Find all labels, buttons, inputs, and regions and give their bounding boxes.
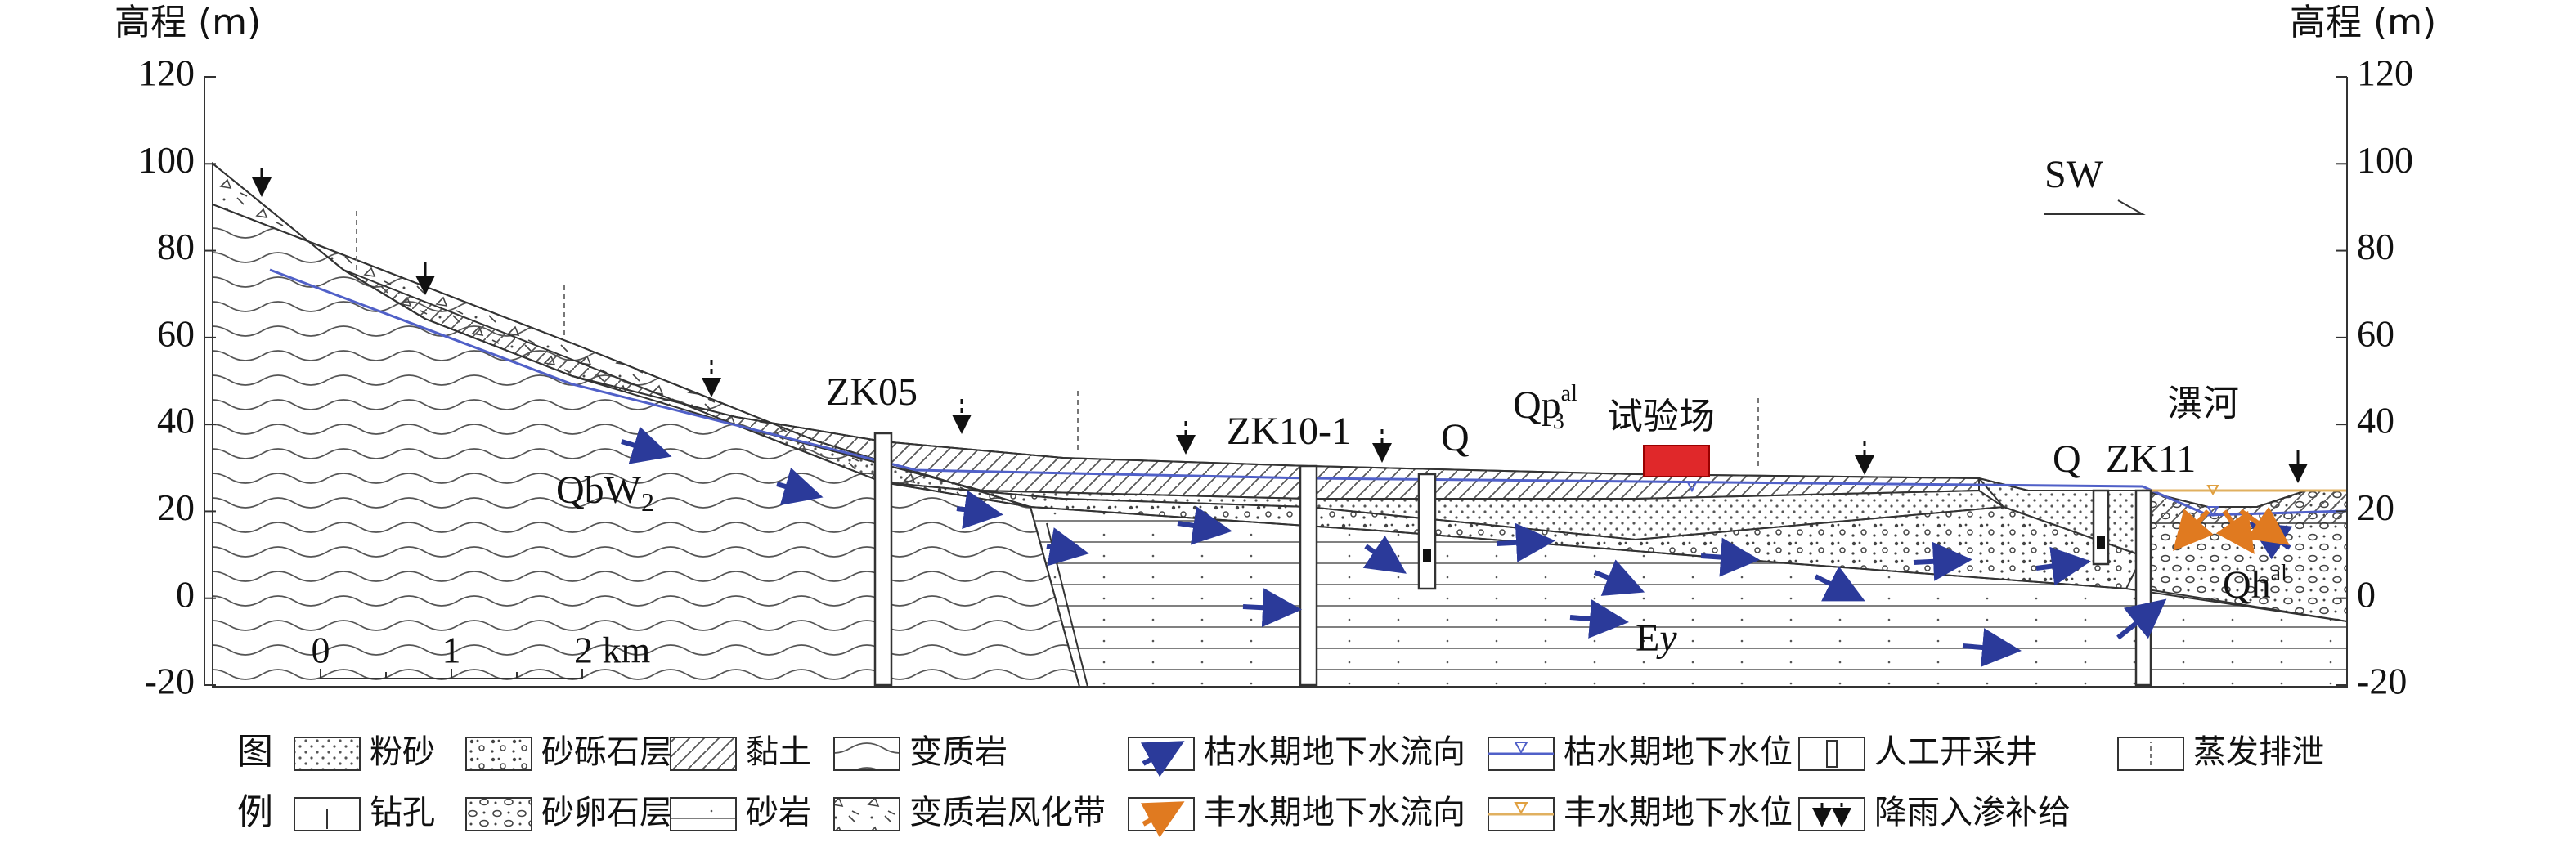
legend-label: 枯水期地下水位 xyxy=(1564,733,1793,771)
well-label: Q xyxy=(1441,416,1470,459)
legend-symbol xyxy=(1140,741,1185,778)
legend-swatch xyxy=(465,737,532,771)
scale-label: 2 km xyxy=(574,630,651,671)
tick-label: 40 xyxy=(2357,400,2394,441)
legend-title: 图 xyxy=(237,731,273,773)
legend-label: 丰水期地下水位 xyxy=(1564,794,1793,831)
tick-label: 80 xyxy=(2357,226,2394,267)
site-label: 试验场 xyxy=(1607,396,1715,437)
formation: QbW2 xyxy=(556,468,654,517)
legend-label: 砂岩 xyxy=(746,794,811,831)
tick-label: 120 xyxy=(2357,52,2413,94)
tick-label: 0 xyxy=(2357,573,2376,615)
legend-label: 丰水期地下水流向 xyxy=(1204,794,1465,831)
legend-swatch xyxy=(670,797,737,831)
tick-label: 0 xyxy=(176,573,195,615)
tick-label: 120 xyxy=(138,52,195,94)
legend-title: 例 xyxy=(237,791,273,833)
tick-label: 100 xyxy=(138,139,195,181)
legend-swatch xyxy=(833,737,900,771)
legend-label: 粉砂 xyxy=(370,733,435,771)
legend-swatch xyxy=(670,737,737,771)
river-label: 潩河 xyxy=(2167,383,2239,424)
borehole-label: ZK05 xyxy=(826,370,918,414)
formation: Ey xyxy=(1636,616,1677,660)
legend-swatch xyxy=(1798,797,1865,831)
tick-label: 60 xyxy=(157,312,195,354)
legend-label: 变质岩风化带 xyxy=(909,794,1106,831)
tick-label: -20 xyxy=(145,661,195,702)
legend-swatch xyxy=(833,797,900,831)
tick-label: -20 xyxy=(2357,661,2407,702)
legend-label: 蒸发排泄 xyxy=(2193,733,2324,771)
legend-label: 人工开采井 xyxy=(1874,733,2038,771)
borehole-label: ZK11 xyxy=(2106,437,2196,481)
formation: Qpal 3 xyxy=(1513,381,1577,434)
legend-symbol xyxy=(1140,801,1185,838)
tick-label: 100 xyxy=(2357,139,2413,181)
legend-swatch xyxy=(465,797,532,831)
legend-label: 变质岩 xyxy=(909,733,1008,771)
direction: SW xyxy=(2044,153,2104,196)
legend-label: 钻孔 xyxy=(370,794,435,831)
scale-label: 0 xyxy=(312,630,330,671)
axis-title: 高程 (m) xyxy=(114,2,261,43)
formation: Qhal xyxy=(2223,561,2287,607)
legend-symbol xyxy=(1514,742,1528,754)
well-label: Q xyxy=(2053,437,2081,481)
geology xyxy=(212,161,2348,688)
tick-label: 20 xyxy=(2357,486,2394,528)
tick-label: 40 xyxy=(157,400,195,441)
borehole-label: ZK10-1 xyxy=(1227,410,1351,453)
legend-label: 砂卵石层 xyxy=(541,794,672,831)
tick-label: 60 xyxy=(2357,312,2394,354)
legend-symbol xyxy=(1826,740,1838,768)
legend-label: 黏土 xyxy=(746,733,811,771)
legend-label: 枯水期地下水流向 xyxy=(1204,733,1465,771)
legend-swatch xyxy=(294,737,361,771)
legend-label: 砂砾石层 xyxy=(541,733,672,771)
scale-label: 1 xyxy=(442,630,461,671)
legend-symbol xyxy=(1514,802,1528,814)
legend-label: 降雨入渗补给 xyxy=(1874,794,2071,831)
tick-label: 20 xyxy=(157,486,195,528)
axis-title: 高程 (m) xyxy=(2290,2,2436,43)
tick-label: 80 xyxy=(157,226,195,267)
